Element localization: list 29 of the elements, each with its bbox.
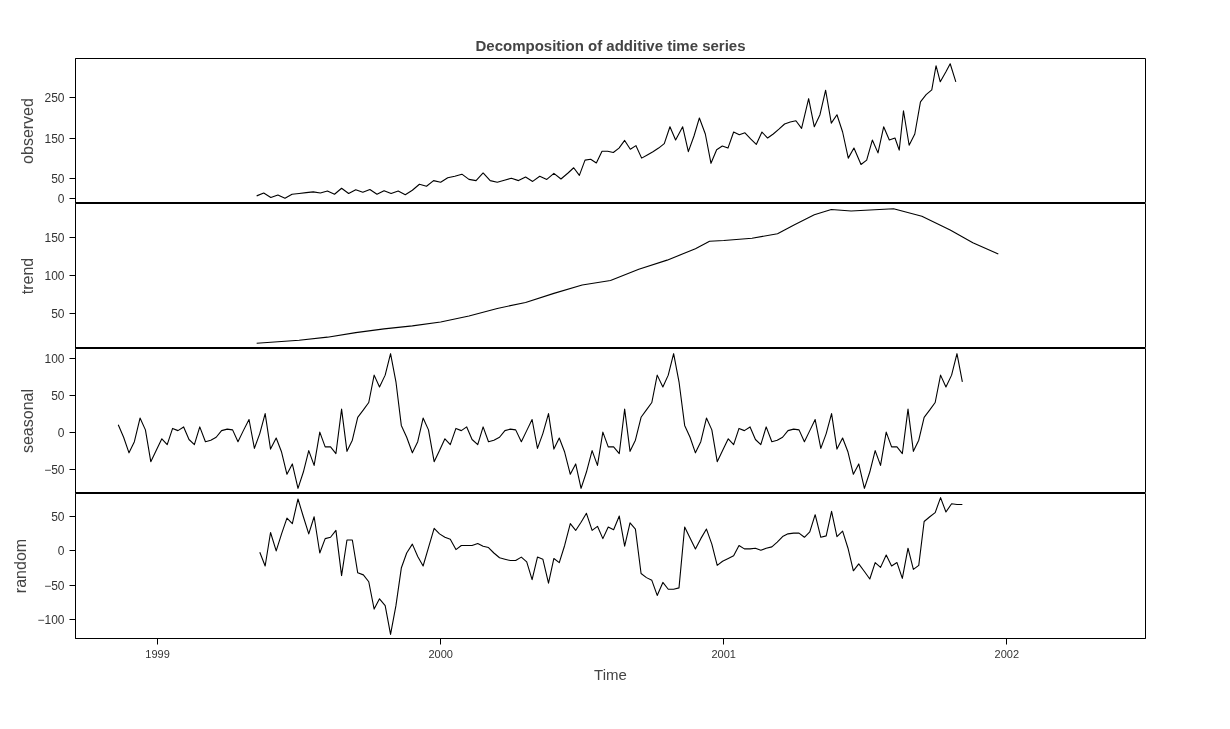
- x-tick-label: 2000: [428, 647, 453, 660]
- y-axis-title: random: [12, 538, 30, 594]
- y-axis-title: trend: [19, 257, 37, 295]
- y-tick-label: −50: [44, 463, 65, 478]
- y-tick-label: 100: [44, 352, 65, 367]
- x-tick-label: 2002: [994, 647, 1020, 660]
- y-tick-label: 100: [44, 268, 65, 283]
- y-tick-label: −100: [37, 612, 65, 627]
- x-tick-label: 1999: [145, 647, 170, 660]
- y-tick-label: 0: [57, 191, 65, 206]
- line-series: [117, 353, 963, 489]
- y-tick-label: 50: [51, 306, 65, 321]
- y-tick-label: 0: [57, 544, 65, 559]
- y-tick-label: 150: [44, 230, 65, 245]
- y-tick-label: 50: [51, 389, 65, 404]
- line-series: [256, 208, 999, 344]
- y-axis-title: observed: [19, 98, 37, 164]
- x-tick-label: 2001: [711, 647, 736, 660]
- y-tick-label: 50: [51, 510, 65, 525]
- line-series: [256, 63, 957, 199]
- chart-title: Decomposition of additive time series: [475, 36, 746, 54]
- y-axis-title: seasonal: [19, 388, 37, 454]
- x-axis-title: Time: [594, 665, 627, 683]
- y-tick-label: 150: [44, 131, 65, 146]
- y-tick-label: 0: [57, 426, 65, 441]
- y-tick-label: 50: [51, 171, 65, 186]
- line-series: [259, 497, 963, 635]
- y-tick-label: 250: [44, 91, 65, 106]
- y-tick-label: −50: [44, 578, 65, 593]
